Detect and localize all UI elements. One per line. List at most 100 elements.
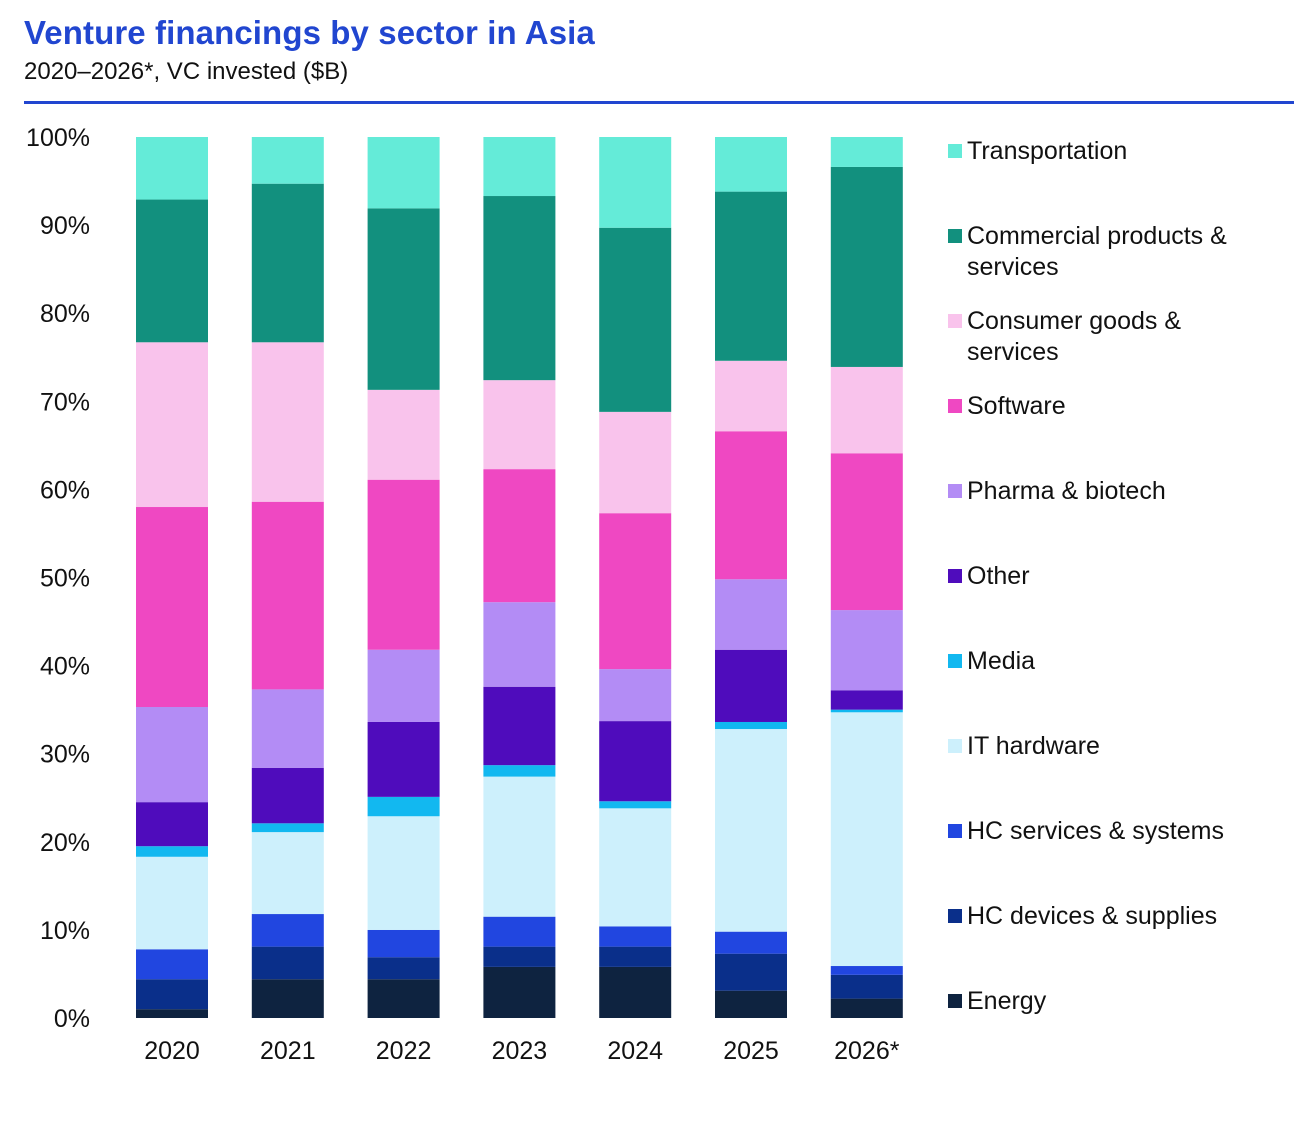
legend-label: Other <box>967 562 1030 590</box>
legend-label: Energy <box>967 987 1047 1015</box>
bar-segment-hc-devices-supplies <box>367 957 440 980</box>
bar-segment-it-hardware <box>136 856 208 950</box>
bar-segment-other <box>483 686 556 766</box>
bar-segment-consumer-goods-services <box>367 389 440 480</box>
bar-segment-pharma-biotech <box>715 579 787 650</box>
y-tick-label: 20% <box>40 829 90 857</box>
bar-segment-commercial-products-services <box>715 191 787 361</box>
bar-segment-software <box>367 479 440 650</box>
legend-label: Consumer goods & services <box>967 307 1182 366</box>
bar-segment-pharma-biotech <box>830 610 903 691</box>
bar-segment-pharma-biotech <box>599 669 672 722</box>
bar-segment-consumer-goods-services <box>715 360 787 432</box>
x-tick-label: 2020 <box>144 1037 200 1065</box>
bar-segment-pharma-biotech <box>483 602 556 687</box>
y-tick-label: 90% <box>40 212 90 240</box>
stacked-bar-chart: 0%10%20%30%40%50%60%70%80%90%100% 2020 20… <box>26 124 903 1065</box>
chart-subtitle: 2020–2026*, VC invested ($B) <box>24 58 349 85</box>
bar-segment-commercial-products-services <box>136 199 208 343</box>
legend-swatch <box>948 909 962 923</box>
bar-segment-energy <box>830 998 903 1018</box>
legend-swatch <box>948 229 962 243</box>
bar-segment-pharma-biotech <box>367 649 440 722</box>
legend-swatch <box>948 994 962 1008</box>
bar-stack-2025 <box>715 137 787 1018</box>
y-tick-label: 0% <box>54 1005 90 1033</box>
bar-segment-pharma-biotech <box>136 707 208 803</box>
legend-label: Software <box>967 392 1066 420</box>
legend-label: HC services & systems <box>967 817 1224 845</box>
y-tick-label: 80% <box>40 300 90 328</box>
y-tick-label: 50% <box>40 565 90 593</box>
bar-segment-software <box>136 507 208 708</box>
legend-label: IT hardware <box>967 732 1100 760</box>
x-tick-label: 2025 <box>723 1037 779 1065</box>
bar-segment-transportation <box>830 137 903 167</box>
bar-segment-software <box>830 453 903 611</box>
bar-segment-energy <box>599 966 672 1018</box>
title-divider <box>24 101 1294 104</box>
bar-segment-transportation <box>715 137 787 192</box>
bar-segment-transportation <box>483 137 556 197</box>
x-tick-label: 2023 <box>492 1037 548 1065</box>
legend-swatch <box>948 399 962 413</box>
bar-segment-consumer-goods-services <box>830 366 903 454</box>
y-axis: 0% 10% 20% 30% 40% 50% 60% 70% 80% 90% 100% <box>26 124 90 1033</box>
bar-segment-transportation <box>367 137 440 209</box>
bar-segment-commercial-products-services <box>599 227 672 412</box>
bar-stack-2023 <box>483 137 556 1018</box>
y-tick-label: 60% <box>40 476 90 504</box>
bar-segment-other <box>715 649 787 722</box>
bar-segment-energy <box>483 966 556 1018</box>
x-tick-label: 2024 <box>607 1037 663 1065</box>
bar-segment-media <box>136 846 208 857</box>
bar-segment-energy <box>715 990 787 1018</box>
y-tick-label: 10% <box>40 917 90 945</box>
bar-segment-other <box>251 767 324 824</box>
legend-swatch <box>948 484 962 498</box>
y-tick-label: 100% <box>26 124 90 152</box>
bar-segment-it-hardware <box>830 712 903 967</box>
bar-segment-consumer-goods-services <box>483 380 556 470</box>
bar-segment-energy <box>251 979 324 1018</box>
bar-segment-hc-services-systems <box>136 949 208 980</box>
x-tick-label: 2026* <box>834 1037 900 1065</box>
bar-segment-hc-services-systems <box>715 931 787 954</box>
bar-segment-hc-services-systems <box>367 929 440 958</box>
x-tick-label: 2021 <box>260 1037 316 1065</box>
bar-segment-other <box>136 802 208 847</box>
bar-segment-media <box>367 796 440 817</box>
legend-swatch <box>948 144 962 158</box>
bar-segment-it-hardware <box>715 729 787 932</box>
bar-stack-2021 <box>251 137 324 1018</box>
bar-segment-energy <box>367 979 440 1018</box>
x-tick-label: 2022 <box>376 1037 432 1065</box>
bar-segment-consumer-goods-services <box>251 342 324 502</box>
legend-label: Transportation <box>967 137 1128 165</box>
bar-segment-hc-devices-supplies <box>599 946 672 967</box>
bar-segment-media <box>483 765 556 777</box>
bar-segment-hc-services-systems <box>251 914 324 947</box>
bar-segment-consumer-goods-services <box>136 342 208 508</box>
bar-segment-transportation <box>251 137 324 184</box>
legend-swatch <box>948 569 962 583</box>
bar-segment-software <box>599 513 672 670</box>
bar-segment-media <box>715 721 787 730</box>
bar-segment-pharma-biotech <box>251 689 324 768</box>
bar-segment-media <box>599 801 672 809</box>
legend-label: HC devices & supplies <box>967 902 1218 930</box>
y-tick-label: 30% <box>40 741 90 769</box>
y-tick-label: 70% <box>40 388 90 416</box>
bar-segment-hc-devices-supplies <box>715 953 787 991</box>
legend-swatch <box>948 739 962 753</box>
bar-segment-hc-services-systems <box>599 926 672 947</box>
bar-segment-other <box>599 721 672 802</box>
bar-segment-software <box>251 501 324 690</box>
legend-label: Media <box>967 647 1036 675</box>
bar-segment-consumer-goods-services <box>599 411 672 514</box>
legend-swatch <box>948 824 962 838</box>
bar-segment-commercial-products-services <box>830 166 903 367</box>
bars <box>136 137 903 1018</box>
bar-segment-hc-devices-supplies <box>483 946 556 967</box>
bar-segment-media <box>251 823 324 833</box>
